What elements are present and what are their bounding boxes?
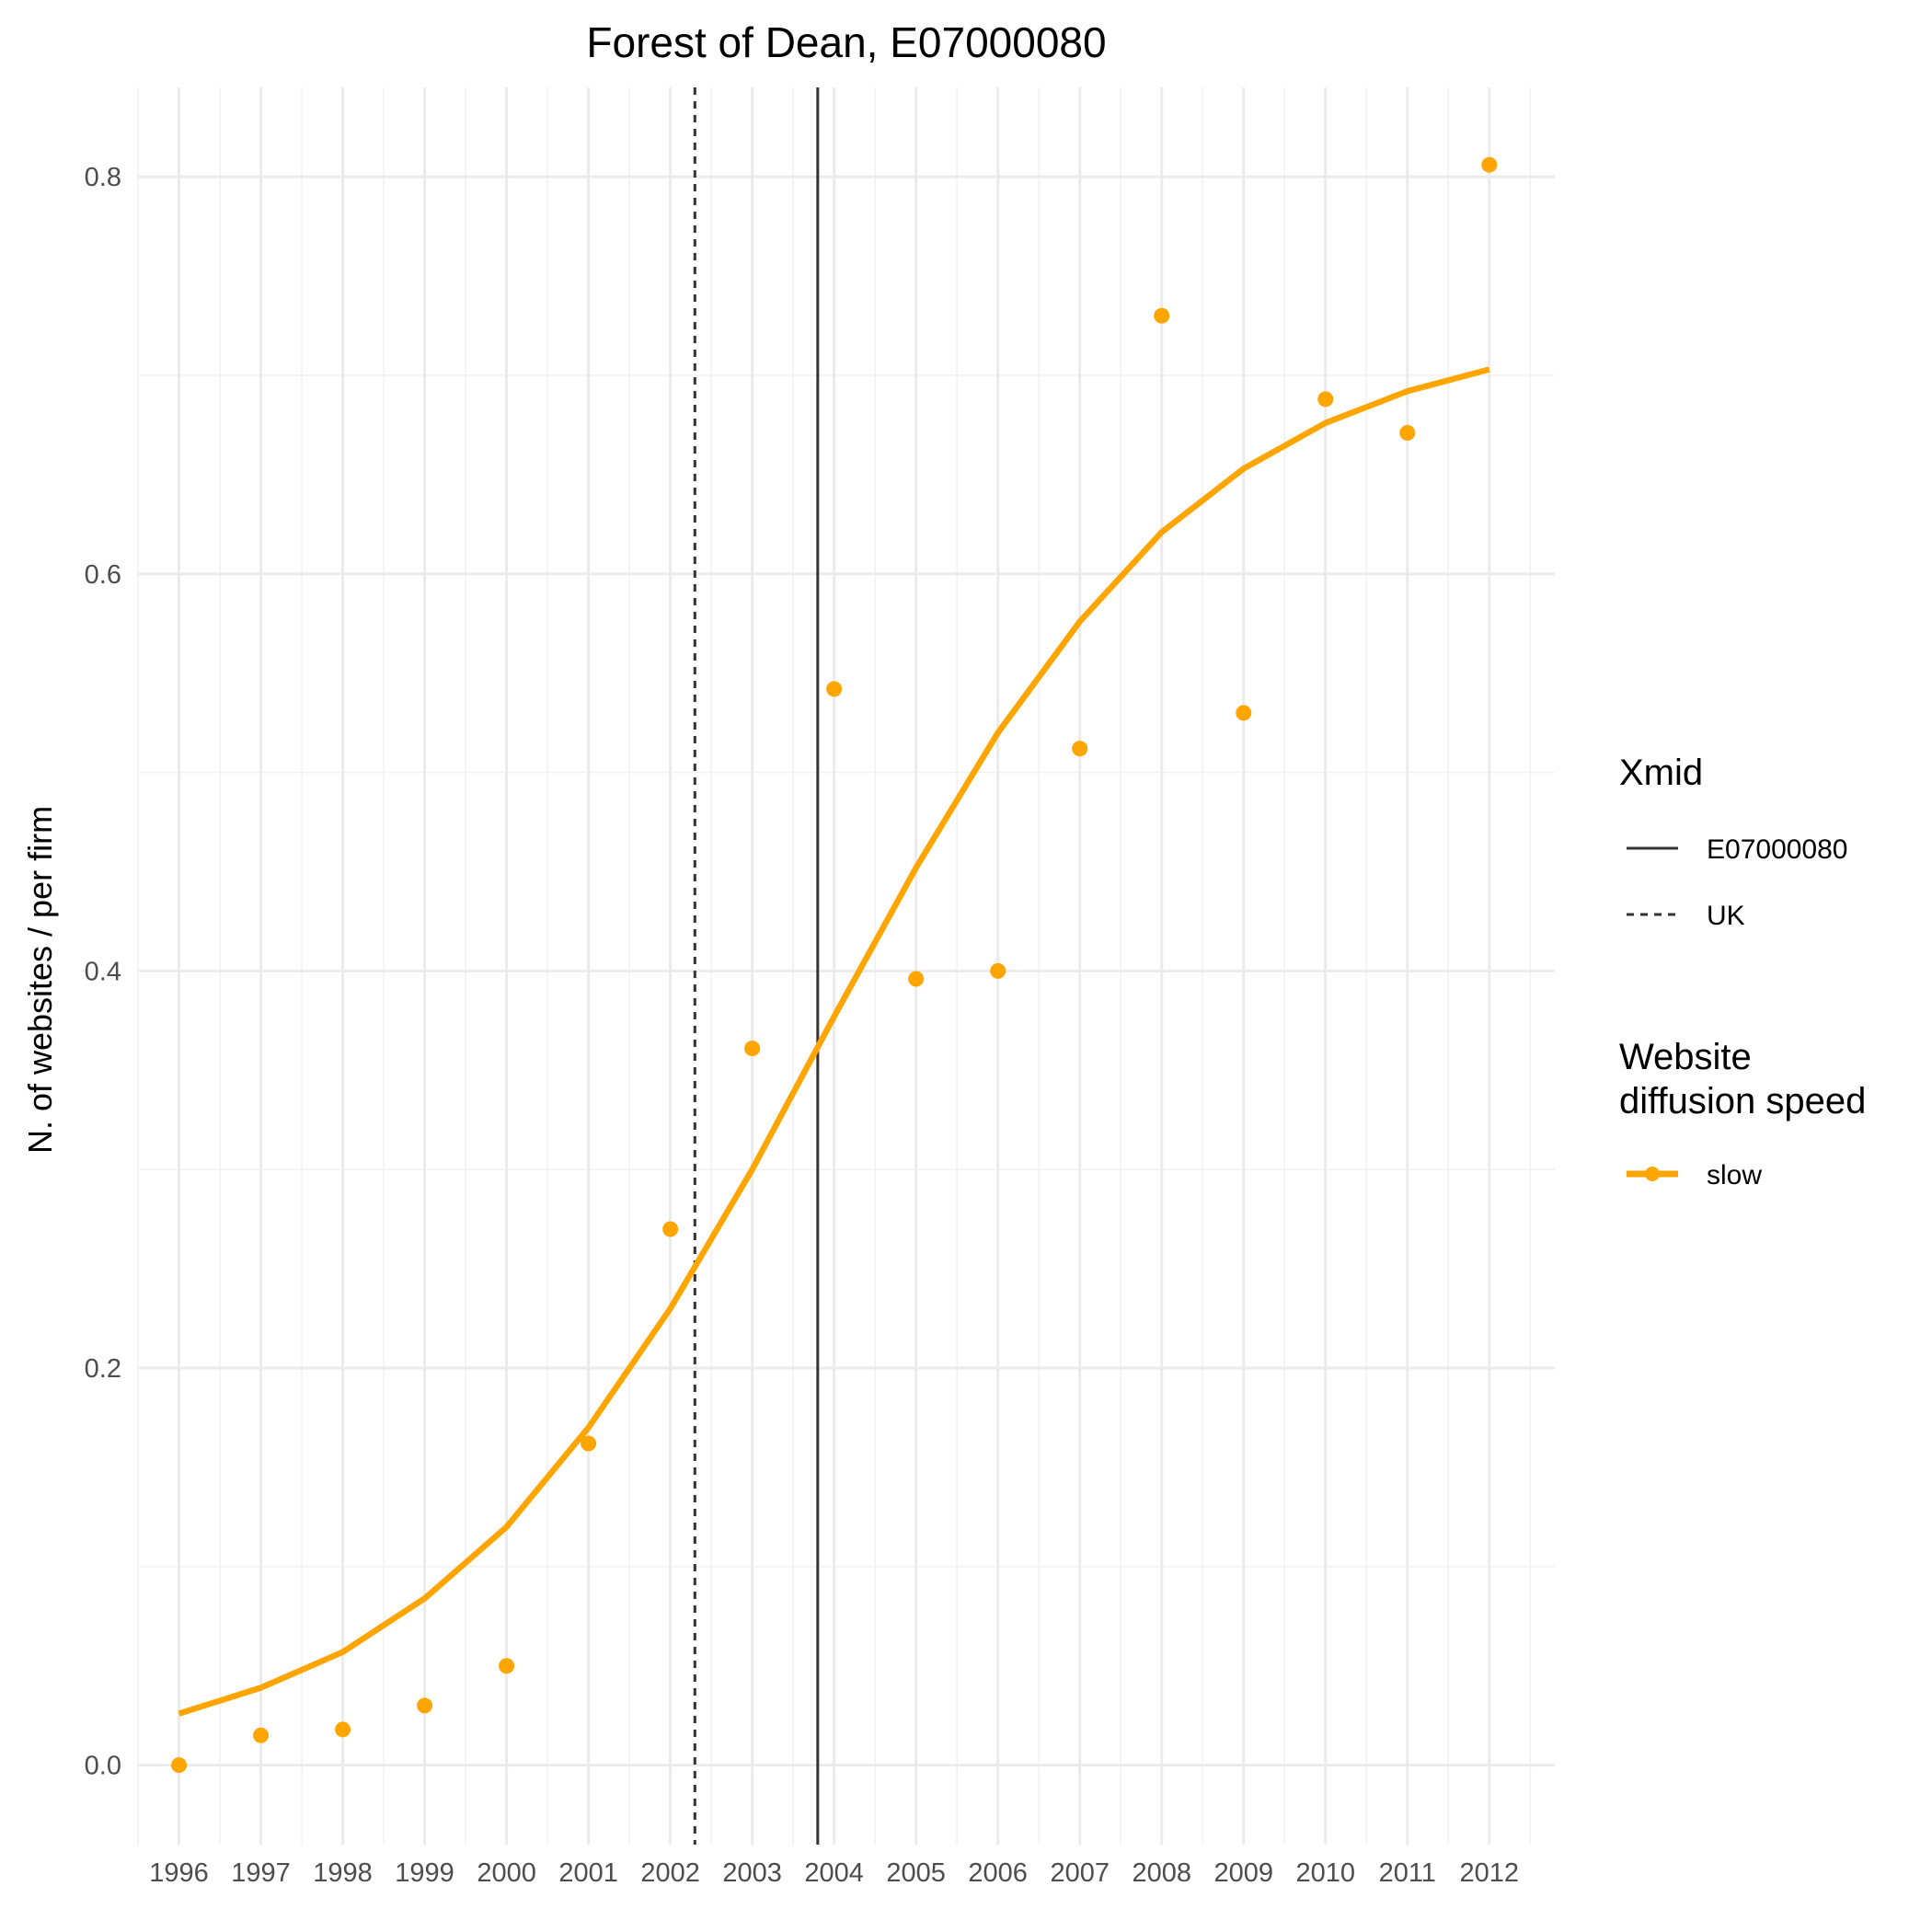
x-tick-label: 2001 bbox=[558, 1858, 618, 1888]
data-point-2005 bbox=[908, 971, 925, 987]
data-point-2008 bbox=[1154, 307, 1170, 324]
legend-title-xmid: Xmid bbox=[1619, 753, 1703, 793]
x-tick-label: 2007 bbox=[1050, 1858, 1110, 1888]
series-layer bbox=[171, 156, 1498, 1774]
legend-label-uk: UK bbox=[1707, 901, 1745, 931]
minor-x-gridlines bbox=[137, 87, 1532, 1845]
y-tick-label: 0.2 bbox=[85, 1354, 121, 1384]
x-tick-label: 2006 bbox=[968, 1858, 1028, 1888]
data-point-2004 bbox=[826, 681, 843, 697]
legend-title-speed-line2: diffusion speed bbox=[1619, 1081, 1866, 1121]
y-tick-label: 0.4 bbox=[85, 957, 121, 986]
x-tick-label: 2003 bbox=[722, 1858, 782, 1888]
chart-title: Forest of Dean, E07000080 bbox=[586, 18, 1106, 66]
data-point-2001 bbox=[581, 1435, 597, 1452]
data-point-1997 bbox=[253, 1727, 270, 1743]
series-line-slow bbox=[178, 366, 1490, 1717]
data-point-2000 bbox=[499, 1658, 515, 1674]
data-point-2010 bbox=[1317, 391, 1334, 408]
x-tick-label: 1996 bbox=[149, 1858, 209, 1888]
y-tick-label: 0.8 bbox=[85, 163, 121, 192]
data-point-2003 bbox=[744, 1041, 761, 1057]
legend-label-slow: slow bbox=[1707, 1160, 1762, 1190]
data-point-2002 bbox=[662, 1221, 679, 1237]
x-tick-label: 2008 bbox=[1132, 1858, 1191, 1888]
x-tick-label: 1997 bbox=[231, 1858, 291, 1888]
data-point-1996 bbox=[171, 1757, 188, 1774]
minor-y-gridlines bbox=[138, 374, 1555, 1568]
x-tick-label: 2009 bbox=[1213, 1858, 1273, 1888]
x-tick-label: 2005 bbox=[886, 1858, 946, 1888]
reference-lines bbox=[693, 87, 820, 1845]
x-tick-label: 2011 bbox=[1379, 1858, 1436, 1888]
data-point-1999 bbox=[417, 1697, 433, 1714]
data-point-2012 bbox=[1481, 156, 1498, 173]
legend-title-speed-line1: Website bbox=[1619, 1037, 1752, 1077]
y-tick-label: 0.0 bbox=[85, 1752, 121, 1781]
x-tick-label: 2010 bbox=[1295, 1858, 1355, 1888]
major-y-gridlines bbox=[138, 175, 1555, 1767]
legend: Xmid E07000080 UK Website diffusion spee… bbox=[1619, 753, 1866, 1190]
data-point-2009 bbox=[1236, 705, 1252, 721]
y-axis-tick-labels: 0.0 0.2 0.4 0.6 0.8 bbox=[85, 163, 121, 1781]
x-tick-label: 2002 bbox=[640, 1858, 700, 1888]
legend-label-e07000080: E07000080 bbox=[1707, 834, 1848, 865]
data-point-2011 bbox=[1399, 425, 1416, 442]
data-point-2007 bbox=[1072, 741, 1088, 757]
legend-key-slow-point bbox=[1645, 1167, 1660, 1181]
y-axis-title: N. of websites / per firm bbox=[21, 806, 59, 1154]
x-tick-label: 2004 bbox=[804, 1858, 864, 1888]
data-point-2006 bbox=[990, 962, 1006, 979]
x-tick-label: 2012 bbox=[1460, 1858, 1520, 1888]
major-x-gridlines bbox=[178, 87, 1491, 1845]
x-tick-label: 2000 bbox=[477, 1858, 536, 1888]
data-point-1998 bbox=[335, 1721, 351, 1738]
y-tick-label: 0.6 bbox=[85, 560, 121, 590]
x-tick-label: 1999 bbox=[395, 1858, 454, 1888]
x-tick-label: 1998 bbox=[313, 1858, 373, 1888]
x-axis-tick-labels: 1996 1997 1998 1999 2000 2001 2002 2003 2004 2005… bbox=[149, 1858, 1519, 1888]
